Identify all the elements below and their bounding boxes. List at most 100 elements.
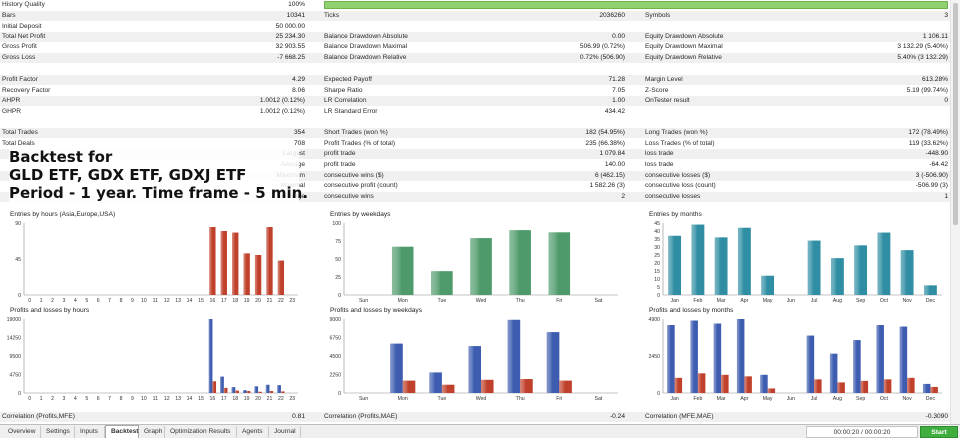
x-tick-label: Fri	[556, 298, 562, 304]
bar-shine	[806, 335, 815, 393]
stats-row: Profit Factor 4.29 Expected Payoff 71.28 Mar…	[0, 75, 950, 85]
ghpr-label: GHPR	[2, 108, 22, 115]
x-tick-label: 21	[267, 298, 273, 304]
x-tick-label: 18	[232, 298, 238, 304]
x-tick-label: Aug	[833, 396, 842, 402]
bar-shine	[767, 388, 776, 393]
ghpr-value: 1.0012 (0.12%)	[259, 108, 305, 115]
sharpe-ratio-label: Sharpe Ratio	[324, 87, 363, 94]
x-tick-label: 4	[74, 298, 77, 304]
y-tick-label: 30	[654, 245, 660, 251]
x-tick-label: 6	[97, 396, 100, 402]
scrollbar-thumb[interactable]	[953, 3, 958, 225]
headline-line-2: GLD ETF, GDX ETF, GDXJ ETF	[9, 166, 247, 184]
y-tick-label: 20	[654, 261, 660, 267]
x-tick-label: Wed	[476, 298, 487, 304]
corr-mfe-mae-value: -0.3090	[925, 413, 948, 420]
largest-profit-label: profit trade	[324, 150, 356, 157]
bar-shine	[907, 377, 915, 393]
start-button[interactable]: Start	[920, 426, 958, 438]
x-tick-label: May	[763, 298, 773, 304]
x-tick-label: May	[763, 396, 773, 402]
x-tick-label: Nov	[903, 298, 913, 304]
entries-by-months-chart: Entries by months 0 5 10 15 20 25 30 35 40 45 Jan Fe…	[643, 211, 948, 307]
short-trades-value: 182 (54.95%)	[585, 129, 625, 136]
x-tick-label: 17	[221, 396, 227, 402]
bar-shine	[277, 385, 281, 393]
bar-shine	[507, 319, 521, 393]
x-tick-label: Jun	[787, 298, 795, 304]
y-tick-label: 9000	[329, 317, 341, 323]
gross-loss-label: Gross Loss	[2, 54, 36, 61]
bal-dd-rel-value: 0.72% (506.90)	[579, 54, 625, 61]
bar-shine	[481, 379, 494, 393]
bar-shine	[899, 326, 908, 393]
x-tick-label: 13	[175, 396, 181, 402]
ahpr-label: AHPR	[2, 97, 21, 104]
bar-shine	[402, 380, 416, 393]
tab-journal[interactable]: Journal	[269, 426, 301, 438]
tester-tab-bar: Overview Settings Inputs Backtest Graph Optim…	[0, 424, 960, 438]
bar-shine	[860, 380, 869, 393]
tab-settings[interactable]: Settings	[41, 426, 75, 438]
tab-overview[interactable]: Overview	[3, 426, 41, 438]
bar-shine	[429, 372, 442, 393]
y-tick-label: 0	[18, 391, 21, 397]
bar-shine	[714, 237, 728, 295]
y-tick-label: 45	[654, 221, 660, 227]
tab-agents[interactable]: Agents	[237, 426, 269, 438]
chart-title: Profits and losses by weekdays	[330, 307, 422, 314]
x-tick-label: 10	[141, 396, 147, 402]
x-tick-label: Mar	[717, 298, 726, 304]
total-deals-value: 708	[293, 140, 305, 147]
bar-shine	[737, 227, 751, 295]
bar-shine	[242, 390, 247, 393]
average-profit-value: 140.00	[604, 161, 625, 168]
x-tick-label: Sep	[856, 396, 865, 402]
bar-shine	[548, 232, 571, 295]
average-cons-profit-label: consecutive wins	[324, 193, 374, 200]
tab-graph[interactable]: Graph	[139, 426, 165, 438]
x-tick-label: 8	[120, 396, 123, 402]
entries-by-hours-chart: Entries by hours (Asia,Europe,USA) 0 45 90 0…	[4, 211, 304, 307]
ticks-label: Ticks	[324, 12, 340, 19]
x-tick-label: 14	[187, 298, 193, 304]
history-quality-label: History Quality	[2, 1, 45, 8]
y-tick-label: 35	[654, 237, 660, 243]
bar-shine	[258, 391, 262, 393]
x-tick-label: 2	[51, 396, 54, 402]
stats-row: History Quality 100%	[0, 0, 950, 10]
x-tick-label: Mar	[717, 396, 726, 402]
y-tick-label: 14250	[7, 336, 22, 342]
x-tick-label: 11	[153, 298, 158, 304]
bar-shine	[546, 332, 560, 393]
average-profit-label: profit trade	[324, 161, 356, 168]
bar-shine	[930, 386, 938, 393]
stats-row: Bars 10341 Ticks 2036260 Symbols 3	[0, 11, 950, 21]
history-quality-bar	[324, 1, 948, 9]
x-tick-label: 16	[209, 396, 215, 402]
tab-optimization-results[interactable]: Optimization Results	[165, 426, 237, 438]
eq-dd-abs-label: Equity Drawdown Absolute	[645, 33, 724, 40]
y-tick-label: 25	[335, 275, 341, 281]
vertical-scrollbar[interactable]	[950, 0, 960, 424]
x-tick-label: Jun	[787, 396, 795, 402]
y-tick-label: 9500	[9, 354, 21, 360]
tab-inputs[interactable]: Inputs	[75, 426, 105, 438]
initial-deposit-value: 50 000.00	[275, 23, 305, 30]
bar-shine	[277, 260, 285, 295]
symbols-label: Symbols	[645, 12, 671, 19]
x-tick-label: 19	[244, 298, 250, 304]
bar-shine	[431, 271, 453, 295]
x-tick-label: Sat	[595, 298, 603, 304]
x-tick-label: Feb	[693, 298, 702, 304]
symbols-value: 3	[944, 12, 948, 19]
maximum-profit-label: consecutive wins ($)	[324, 172, 384, 179]
y-tick-label: 0	[18, 293, 21, 299]
x-tick-label: 9	[131, 396, 134, 402]
x-tick-label: Oct	[880, 298, 889, 304]
chart-plot: 0 5 10 15 20 25 30 35 40 45 Jan Feb Mar Apr May Jun Jul A…	[654, 221, 942, 304]
tab-backtest[interactable]: Backtest	[105, 425, 139, 438]
x-tick-label: 2	[51, 298, 54, 304]
sharpe-ratio-value: 7.05	[612, 87, 625, 94]
